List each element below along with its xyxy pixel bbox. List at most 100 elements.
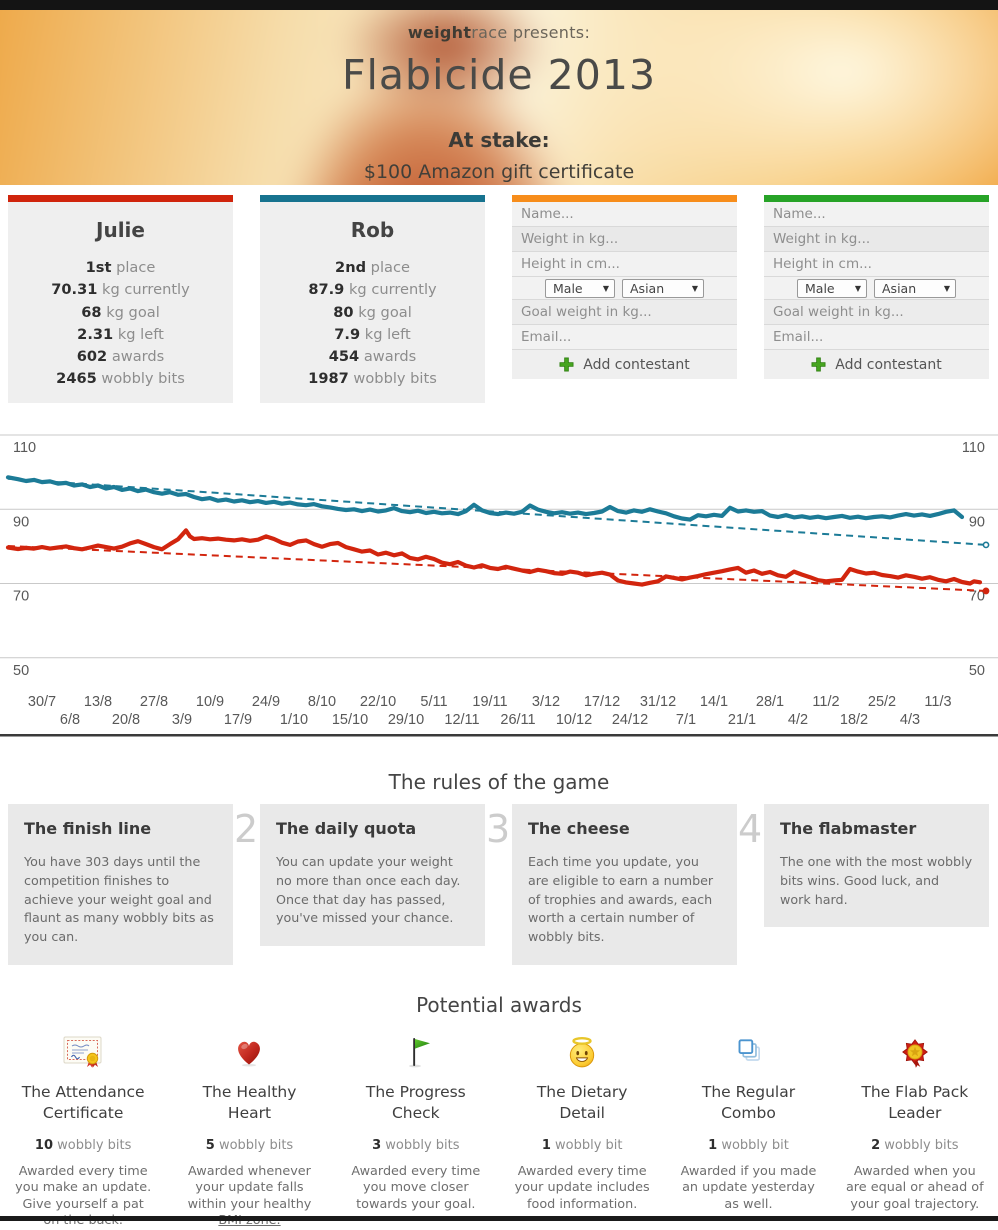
contestant-stats: 1st place 70.31 kg currently 68 kg goal … [8, 257, 233, 391]
goal-weight-input[interactable] [512, 300, 737, 324]
award-attendance-certificate: The Attendance Certificate 10 wobbly bit… [0, 1033, 166, 1230]
stat-place: 2nd place [335, 259, 410, 276]
rule-card-finish-line: The finish line You have 303 days until … [8, 804, 233, 965]
at-stake-label: At stake: [448, 128, 550, 152]
stat-goal: 68 kg goal [81, 303, 160, 321]
svg-text:50: 50 [13, 663, 29, 679]
goal-weight-input[interactable] [764, 300, 989, 324]
height-input[interactable] [764, 252, 989, 276]
stat-left: 2.31 kg left [77, 325, 164, 343]
svg-text:13/8: 13/8 [84, 694, 112, 710]
gender-ethnicity-row: Male ▼ Asian ▼ [764, 277, 989, 300]
contestants-section: Julie 1st place 70.31 kg currently 68 kg… [0, 195, 998, 403]
flag-icon [408, 1037, 430, 1068]
page-header: weightrace presents: Flabicide 2013 At s… [0, 10, 998, 185]
award-progress-check: The Progress Check 3 wobbly bits Awarded… [333, 1033, 499, 1230]
svg-text:15/10: 15/10 [332, 712, 368, 728]
svg-text:17/12: 17/12 [584, 694, 620, 710]
certificate-icon [63, 1036, 102, 1068]
chevron-down-icon: ▼ [691, 283, 698, 293]
awards-heading: Potential awards [416, 992, 582, 1017]
svg-text:29/10: 29/10 [388, 712, 424, 728]
stat-left: 7.9 kg left [334, 325, 411, 343]
add-contestant-button[interactable]: Add contestant [512, 350, 737, 379]
rosette-icon [901, 1039, 928, 1068]
prize-text: $100 Amazon gift certificate [363, 161, 635, 183]
svg-text:1/10: 1/10 [280, 712, 308, 728]
svg-text:90: 90 [13, 514, 29, 530]
ethnicity-select[interactable]: Asian ▼ [874, 278, 956, 298]
stat-goal: 80 kg goal [333, 303, 412, 321]
top-bar [0, 0, 998, 10]
svg-text:110: 110 [962, 440, 985, 456]
stat-awards: 602 awards [76, 348, 165, 366]
award-bits: 1 wobbly bit [541, 1137, 623, 1153]
svg-text:27/8: 27/8 [140, 694, 168, 710]
add-contestant-button[interactable]: Add contestant [764, 350, 989, 379]
svg-text:14/1: 14/1 [700, 694, 728, 710]
email-input[interactable] [764, 325, 989, 349]
award-flab-pack-leader: The Flab Pack Leader 2 wobbly bits Award… [832, 1033, 998, 1230]
award-bits: 3 wobbly bits [372, 1137, 460, 1153]
svg-text:8/10: 8/10 [308, 694, 336, 710]
stat-awards: 454 awards [328, 348, 417, 366]
svg-text:11/3: 11/3 [924, 694, 951, 710]
height-input[interactable] [512, 252, 737, 276]
rule-card-daily-quota: 2 The daily quota You can update your we… [234, 804, 485, 947]
gender-select[interactable]: Male ▼ [545, 278, 615, 298]
weight-input[interactable] [512, 227, 737, 251]
contestant-stats: 2nd place 87.9 kg currently 80 kg goal 7… [260, 257, 485, 391]
svg-text:110: 110 [13, 440, 36, 456]
svg-text:20/8: 20/8 [112, 712, 140, 728]
rule-card-flabmaster: 4 The flabmaster The one with the most w… [738, 804, 989, 928]
svg-text:30/7: 30/7 [28, 694, 56, 710]
svg-text:17/9: 17/9 [224, 712, 252, 728]
svg-text:21/1: 21/1 [728, 712, 756, 728]
add-contestant-form-1: Male▼ Asian▼ Add contestant [512, 195, 737, 379]
award-bits: 2 wobbly bits [871, 1137, 959, 1153]
chevron-down-icon: ▼ [943, 283, 950, 293]
brand-tagline: weightrace presents: [407, 23, 591, 42]
contestant-name: Julie [96, 218, 145, 242]
svg-text:10/9: 10/9 [196, 694, 224, 710]
weight-input[interactable] [764, 227, 989, 251]
stat-wobbly-bits: 1987 wobbly bits [308, 370, 437, 388]
svg-text:4/3: 4/3 [900, 712, 920, 728]
svg-text:11/2: 11/2 [812, 694, 839, 710]
contestant-accent-bar [260, 195, 485, 202]
gender-ethnicity-row: Male ▼ Asian ▼ [512, 277, 737, 300]
svg-text:3/12: 3/12 [532, 694, 560, 710]
svg-text:5/11: 5/11 [420, 694, 447, 710]
name-input[interactable] [764, 202, 989, 226]
header-background-photo [0, 10, 998, 185]
svg-text:70: 70 [969, 589, 985, 605]
add-contestant-form-2: Male▼ Asian▼ Add contestant [764, 195, 989, 379]
brand-name: weight [407, 23, 472, 42]
contestant-card-julie: Julie 1st place 70.31 kg currently 68 kg… [8, 195, 233, 403]
award-regular-combo: The Regular Combo 1 wobbly bit Awarded i… [665, 1033, 831, 1230]
rule-number: 2 [234, 807, 259, 851]
rules-heading: The rules of the game [388, 770, 610, 794]
name-input[interactable] [512, 202, 737, 226]
copies-icon [739, 1039, 761, 1061]
award-bits: 1 wobbly bit [708, 1137, 789, 1153]
contestant-accent-bar [8, 195, 233, 202]
bottom-bar [0, 1216, 998, 1221]
svg-text:90: 90 [969, 514, 985, 530]
award-bits: 10 wobbly bits [34, 1137, 132, 1153]
svg-text:50: 50 [969, 663, 985, 679]
weight-chart: 110 110 90 90 70 70 50 50 30/76/813/820/827/83/9… [0, 434, 998, 737]
email-input[interactable] [512, 325, 737, 349]
svg-text:12/11: 12/11 [444, 712, 479, 728]
svg-text:19/11: 19/11 [472, 694, 507, 710]
plus-icon [559, 357, 574, 372]
award-dietary-detail: The Dietary Detail 1 wobbly bit Awarded … [499, 1033, 665, 1230]
angel-smiley-icon [569, 1037, 595, 1068]
rules-section: The finish line You have 303 days until … [0, 804, 998, 965]
gender-select[interactable]: Male ▼ [797, 278, 867, 298]
svg-text:31/12: 31/12 [640, 694, 676, 710]
ethnicity-select[interactable]: Asian ▼ [622, 278, 704, 298]
contestant-card-rob: Rob 2nd place 87.9 kg currently 80 kg go… [260, 195, 485, 403]
svg-text:7/1: 7/1 [676, 712, 696, 728]
svg-text:18/2: 18/2 [840, 712, 868, 728]
